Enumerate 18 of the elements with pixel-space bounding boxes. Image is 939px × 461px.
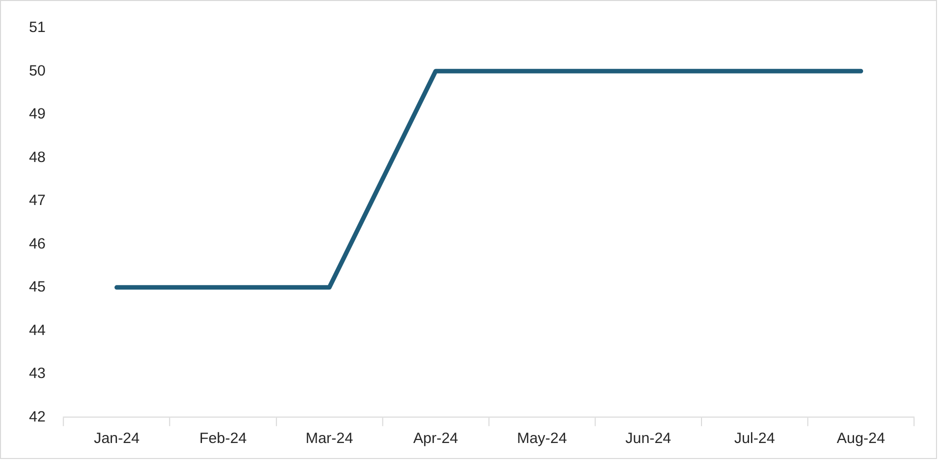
- y-tick-label: 50: [28, 62, 46, 80]
- y-tick-label: 45: [28, 278, 46, 296]
- y-tick-label: 44: [28, 322, 46, 339]
- x-tick-label: Jan-24: [94, 430, 140, 448]
- x-tick-label: Mar-24: [306, 430, 354, 448]
- x-tick-label: Feb-24: [199, 430, 247, 448]
- y-tick-label: 51: [28, 19, 46, 36]
- y-tick-label: 47: [28, 192, 46, 210]
- x-tick-label: Apr-24: [413, 430, 458, 448]
- x-tick-label: Jul-24: [734, 430, 775, 448]
- y-tick-label: 46: [28, 235, 46, 252]
- x-tick-label: May-24: [517, 430, 567, 448]
- y-tick-label: 42: [28, 408, 46, 426]
- y-tick-label: 49: [28, 106, 46, 123]
- x-tick-label: Jun-24: [625, 430, 672, 448]
- y-tick-label: 48: [28, 148, 46, 166]
- y-tick-label: 43: [28, 365, 46, 382]
- x-tick-label: Aug-24: [836, 430, 886, 448]
